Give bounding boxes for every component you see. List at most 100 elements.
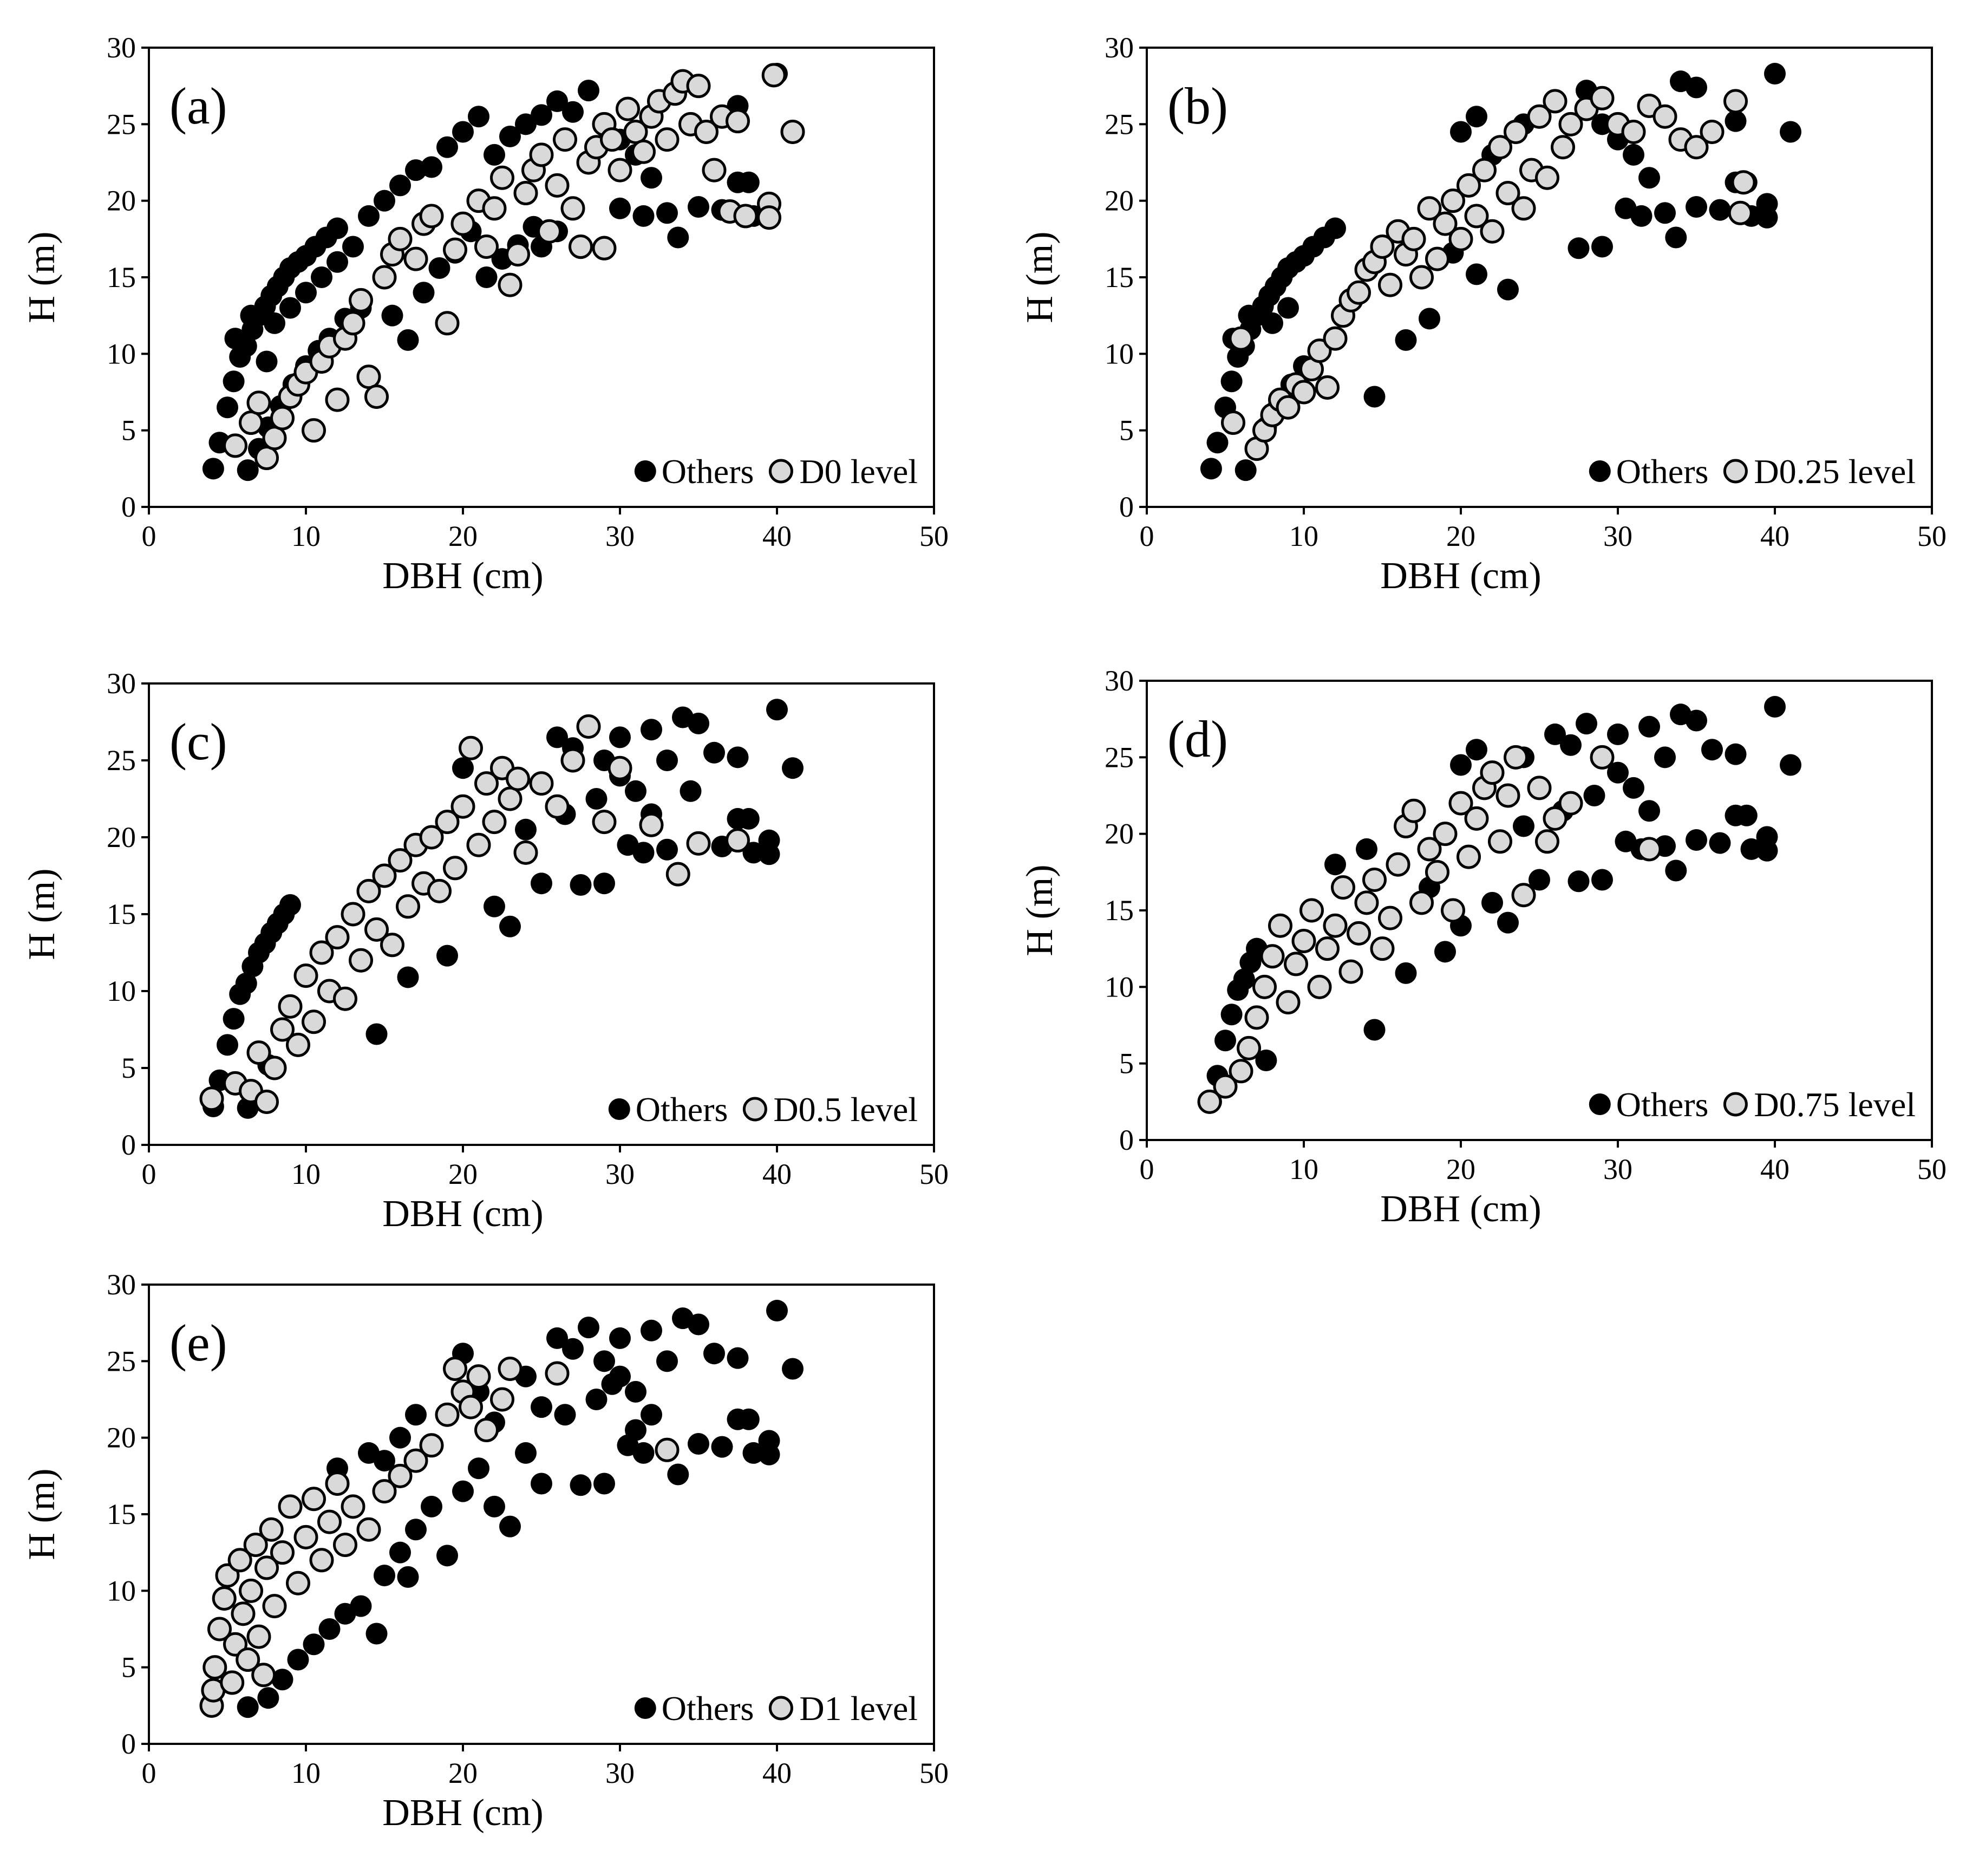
level-point: [726, 109, 750, 134]
others-point: [342, 236, 364, 258]
others-point: [585, 788, 608, 810]
level-point: [1291, 929, 1316, 954]
others-point: [256, 350, 278, 373]
others-point: [758, 1443, 780, 1465]
others-point: [1654, 202, 1676, 224]
x-tick-label: 0: [142, 520, 156, 552]
level-point: [1409, 890, 1434, 915]
x-tick-label: 0: [142, 1757, 156, 1789]
legend-label-others: Others: [662, 1689, 754, 1728]
level-point: [1504, 119, 1528, 144]
others-point: [737, 807, 760, 830]
level-point: [655, 1437, 680, 1462]
level-point: [761, 63, 786, 88]
level-point: [270, 1017, 295, 1042]
y-tick-label: 10: [1105, 970, 1134, 1003]
level-point: [474, 234, 499, 259]
y-tick-label: 5: [1119, 414, 1134, 447]
panel-label: (b): [1167, 77, 1228, 135]
level-point: [600, 127, 624, 152]
others-point: [1233, 968, 1255, 991]
others-point: [737, 171, 760, 193]
level-point: [1291, 380, 1316, 405]
others-point: [609, 1327, 631, 1349]
others-point: [452, 121, 474, 143]
level-point: [513, 181, 538, 206]
level-point: [466, 1364, 491, 1389]
others-point: [1497, 278, 1519, 301]
level-point: [1495, 181, 1520, 206]
others-point: [593, 872, 615, 895]
others-point: [641, 1319, 662, 1341]
x-tick-label: 20: [448, 520, 478, 552]
others-point: [240, 304, 262, 327]
y-tick-label: 10: [107, 975, 136, 1007]
others-point: [405, 1404, 427, 1426]
level-point: [1488, 135, 1512, 160]
others-point: [452, 757, 474, 779]
level-point: [694, 119, 719, 144]
x-tick-label: 50: [919, 1158, 949, 1190]
others-point: [413, 282, 435, 304]
level-point: [498, 1356, 522, 1381]
others-point: [217, 1034, 238, 1056]
level-point: [616, 96, 640, 121]
legend-marker-others: [608, 1098, 630, 1120]
level-point: [1527, 776, 1552, 800]
y-axis-title: H (m): [21, 1468, 63, 1560]
y-tick-label: 25: [107, 744, 136, 777]
others-point: [782, 1358, 804, 1380]
legend-marker-level: [768, 459, 793, 484]
legend-marker-others: [1589, 1093, 1611, 1115]
others-series: [237, 1300, 804, 1718]
others-point: [656, 838, 678, 861]
others-point: [1709, 832, 1731, 854]
legend-marker-others: [1589, 460, 1611, 482]
level-point: [356, 364, 381, 389]
others-point: [365, 1023, 388, 1045]
level-point: [1464, 806, 1489, 831]
level-point: [372, 863, 397, 888]
level-point: [239, 1578, 263, 1603]
level-point: [466, 832, 491, 857]
others-point: [499, 125, 521, 147]
others-point: [468, 106, 489, 128]
level-point: [608, 158, 632, 183]
level-point: [317, 1509, 342, 1534]
level-point: [780, 119, 805, 144]
others-point: [1324, 854, 1346, 876]
legend-label-level: D0.25 level: [1754, 452, 1916, 491]
legend-label-others: Others: [1616, 452, 1709, 491]
others-series: [1200, 696, 1801, 1113]
level-point: [1315, 375, 1340, 400]
level-point: [1535, 829, 1559, 854]
legend-label-level: D0 level: [799, 452, 918, 491]
x-tick-label: 20: [1446, 520, 1475, 552]
others-point: [374, 190, 395, 212]
y-tick-label: 5: [121, 1052, 136, 1084]
others-point: [1262, 312, 1283, 334]
level-point: [1338, 959, 1363, 984]
others-point: [609, 726, 631, 748]
others-point: [562, 101, 584, 123]
others-point: [782, 757, 804, 779]
level-point: [403, 1448, 428, 1473]
others-point: [688, 712, 709, 734]
level-point: [1221, 411, 1245, 435]
level-point: [1495, 783, 1520, 808]
x-tick-label: 40: [762, 1757, 792, 1789]
others-point: [632, 842, 655, 864]
others-point: [350, 1595, 372, 1617]
y-axis-title: H (m): [1019, 864, 1061, 956]
others-point: [742, 1442, 765, 1464]
others-point: [727, 1347, 749, 1369]
level-point: [1331, 875, 1355, 900]
others-point: [688, 196, 709, 218]
level-point: [1543, 89, 1567, 114]
level-point: [1354, 890, 1379, 915]
level-point: [302, 1009, 326, 1034]
others-point: [609, 197, 631, 219]
others-point: [326, 251, 348, 273]
level-point: [1433, 822, 1458, 846]
